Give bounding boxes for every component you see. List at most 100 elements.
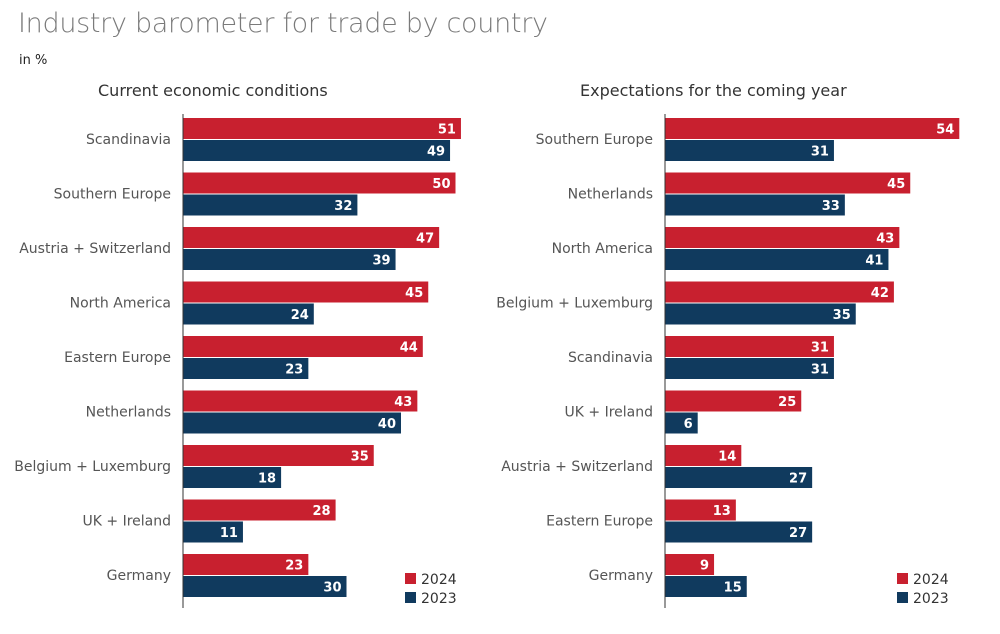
chart1-value-label-2023: 40 xyxy=(378,417,396,432)
chart2-value-label-2024: 43 xyxy=(876,232,894,247)
chart2-bar-2023 xyxy=(665,576,747,597)
chart1-bar-2024 xyxy=(183,281,429,303)
chart1-category-label: Germany xyxy=(107,568,171,584)
chart2-bar-2024 xyxy=(665,172,911,194)
chart2-category-label: Eastern Europe xyxy=(546,514,653,530)
chart2-value-label-2024: 13 xyxy=(713,504,731,519)
chart2-category-label: Netherlands xyxy=(568,187,653,203)
chart1-value-label-2024: 44 xyxy=(400,341,418,356)
chart1-bar-2023 xyxy=(183,303,314,325)
chart2-value-label-2023: 33 xyxy=(822,199,840,214)
chart1-bar-2023 xyxy=(183,194,358,216)
chart1-value-label-2024: 28 xyxy=(313,504,331,519)
chart1-legend-swatch-2024 xyxy=(405,573,416,584)
chart1-category-label: Belgium + Luxemburg xyxy=(14,459,171,475)
chart1-bar-2024 xyxy=(183,554,309,575)
chart1-value-label-2023: 23 xyxy=(285,363,303,378)
chart2-value-label-2023: 31 xyxy=(811,363,829,378)
chart1-category-label: Southern Europe xyxy=(54,187,171,203)
chart1-legend-label-2024: 2024 xyxy=(421,572,457,588)
chart2-legend-swatch-2024 xyxy=(897,573,908,584)
chart1-bar-2024 xyxy=(183,118,461,139)
chart1-category-label: UK + Ireland xyxy=(83,514,171,530)
chart2-category-label: Belgium + Luxemburg xyxy=(496,296,653,312)
chart1-value-label-2024: 47 xyxy=(416,232,434,247)
chart1-value-label-2024: 51 xyxy=(438,123,456,138)
chart1-category-label: Scandinavia xyxy=(86,132,171,148)
chart2-value-label-2023: 15 xyxy=(724,581,742,596)
chart2-bar-2024 xyxy=(665,390,802,412)
chart2-value-label-2023: 27 xyxy=(789,472,807,487)
chart2-bar-2023 xyxy=(665,140,834,161)
chart2-value-label-2023: 31 xyxy=(811,145,829,160)
chart2-bar-2024 xyxy=(665,336,834,357)
chart2-category-label: Southern Europe xyxy=(536,132,653,148)
chart1-legend-swatch-2023 xyxy=(405,592,416,603)
chart2-category-label: UK + Ireland xyxy=(565,405,653,421)
chart2-bar-2024 xyxy=(665,499,736,521)
chart2-bar-2024 xyxy=(665,227,900,248)
chart1-category-label: Eastern Europe xyxy=(64,350,171,366)
chart1-value-label-2023: 30 xyxy=(323,581,341,596)
chart1-bar-2023 xyxy=(183,412,401,434)
chart2-value-label-2024: 54 xyxy=(936,123,954,138)
chart2-value-label-2023: 41 xyxy=(865,254,883,269)
chart1-bar-2024 xyxy=(183,445,374,466)
chart1-bar-2023 xyxy=(183,249,396,270)
chart2-value-label-2024: 9 xyxy=(700,559,709,574)
chart2-title: Expectations for the coming year xyxy=(580,81,847,100)
chart2-category-label: North America xyxy=(552,241,653,257)
chart1-title: Current economic conditions xyxy=(98,81,328,100)
chart1-bar-2023 xyxy=(183,140,451,161)
chart1-bar-2023 xyxy=(183,358,309,379)
chart1-category-label: North America xyxy=(70,296,171,312)
unit-label: in % xyxy=(19,53,48,68)
chart2-value-label-2024: 31 xyxy=(811,341,829,356)
chart2-bar-2023 xyxy=(665,194,845,216)
chart1-bar-2023 xyxy=(183,521,243,543)
chart2-bar-2024 xyxy=(665,281,894,303)
chart2-value-label-2023: 27 xyxy=(789,526,807,541)
chart1-value-label-2023: 32 xyxy=(334,199,352,214)
chart1-value-label-2024: 43 xyxy=(394,395,412,410)
chart2-bar-2023 xyxy=(665,358,834,379)
chart2-bar-2023 xyxy=(665,521,813,543)
chart1-value-label-2024: 50 xyxy=(432,177,450,192)
chart2-category-label: Austria + Switzerland xyxy=(501,459,653,475)
chart2-value-label-2024: 42 xyxy=(871,286,889,301)
page-title: Industry barometer for trade by country xyxy=(18,8,548,39)
chart1-bar-2023 xyxy=(183,467,282,488)
chart2-bar-2023 xyxy=(665,249,889,270)
chart2-bar-2024 xyxy=(665,445,742,466)
chart2-bar-2023 xyxy=(665,467,813,488)
chart2-value-label-2024: 45 xyxy=(887,177,905,192)
chart2-bar-2024 xyxy=(665,118,960,139)
chart1-value-label-2023: 11 xyxy=(220,526,238,541)
chart2-legend-label-2023: 2023 xyxy=(913,591,949,607)
chart2-bar-2024 xyxy=(665,554,715,575)
chart1-bar-2024 xyxy=(183,499,336,521)
chart1-bar-2023 xyxy=(183,576,347,597)
chart2-value-label-2023: 6 xyxy=(684,417,693,432)
chart1-bar-2024 xyxy=(183,227,440,248)
chart1-value-label-2024: 23 xyxy=(285,559,303,574)
chart1-category-label: Netherlands xyxy=(86,405,171,421)
chart1-value-label-2023: 18 xyxy=(258,472,276,487)
chart2-bar-2023 xyxy=(665,303,856,325)
chart1-value-label-2024: 35 xyxy=(351,450,369,465)
chart2-category-label: Scandinavia xyxy=(568,350,653,366)
chart1-legend-label-2023: 2023 xyxy=(421,591,457,607)
chart2-bar-2023 xyxy=(665,412,698,434)
chart2-category-label: Germany xyxy=(589,568,653,584)
chart2-value-label-2024: 25 xyxy=(778,395,796,410)
chart1-bar-2024 xyxy=(183,336,423,357)
chart2-value-label-2024: 14 xyxy=(718,450,736,465)
chart1-category-label: Austria + Switzerland xyxy=(19,241,171,257)
chart2-value-label-2023: 35 xyxy=(833,308,851,323)
chart1-bar-2024 xyxy=(183,172,456,194)
chart1-bar-2024 xyxy=(183,390,418,412)
chart1-value-label-2023: 24 xyxy=(291,308,309,323)
chart2-legend-swatch-2023 xyxy=(897,592,908,603)
chart1-value-label-2023: 39 xyxy=(372,254,390,269)
